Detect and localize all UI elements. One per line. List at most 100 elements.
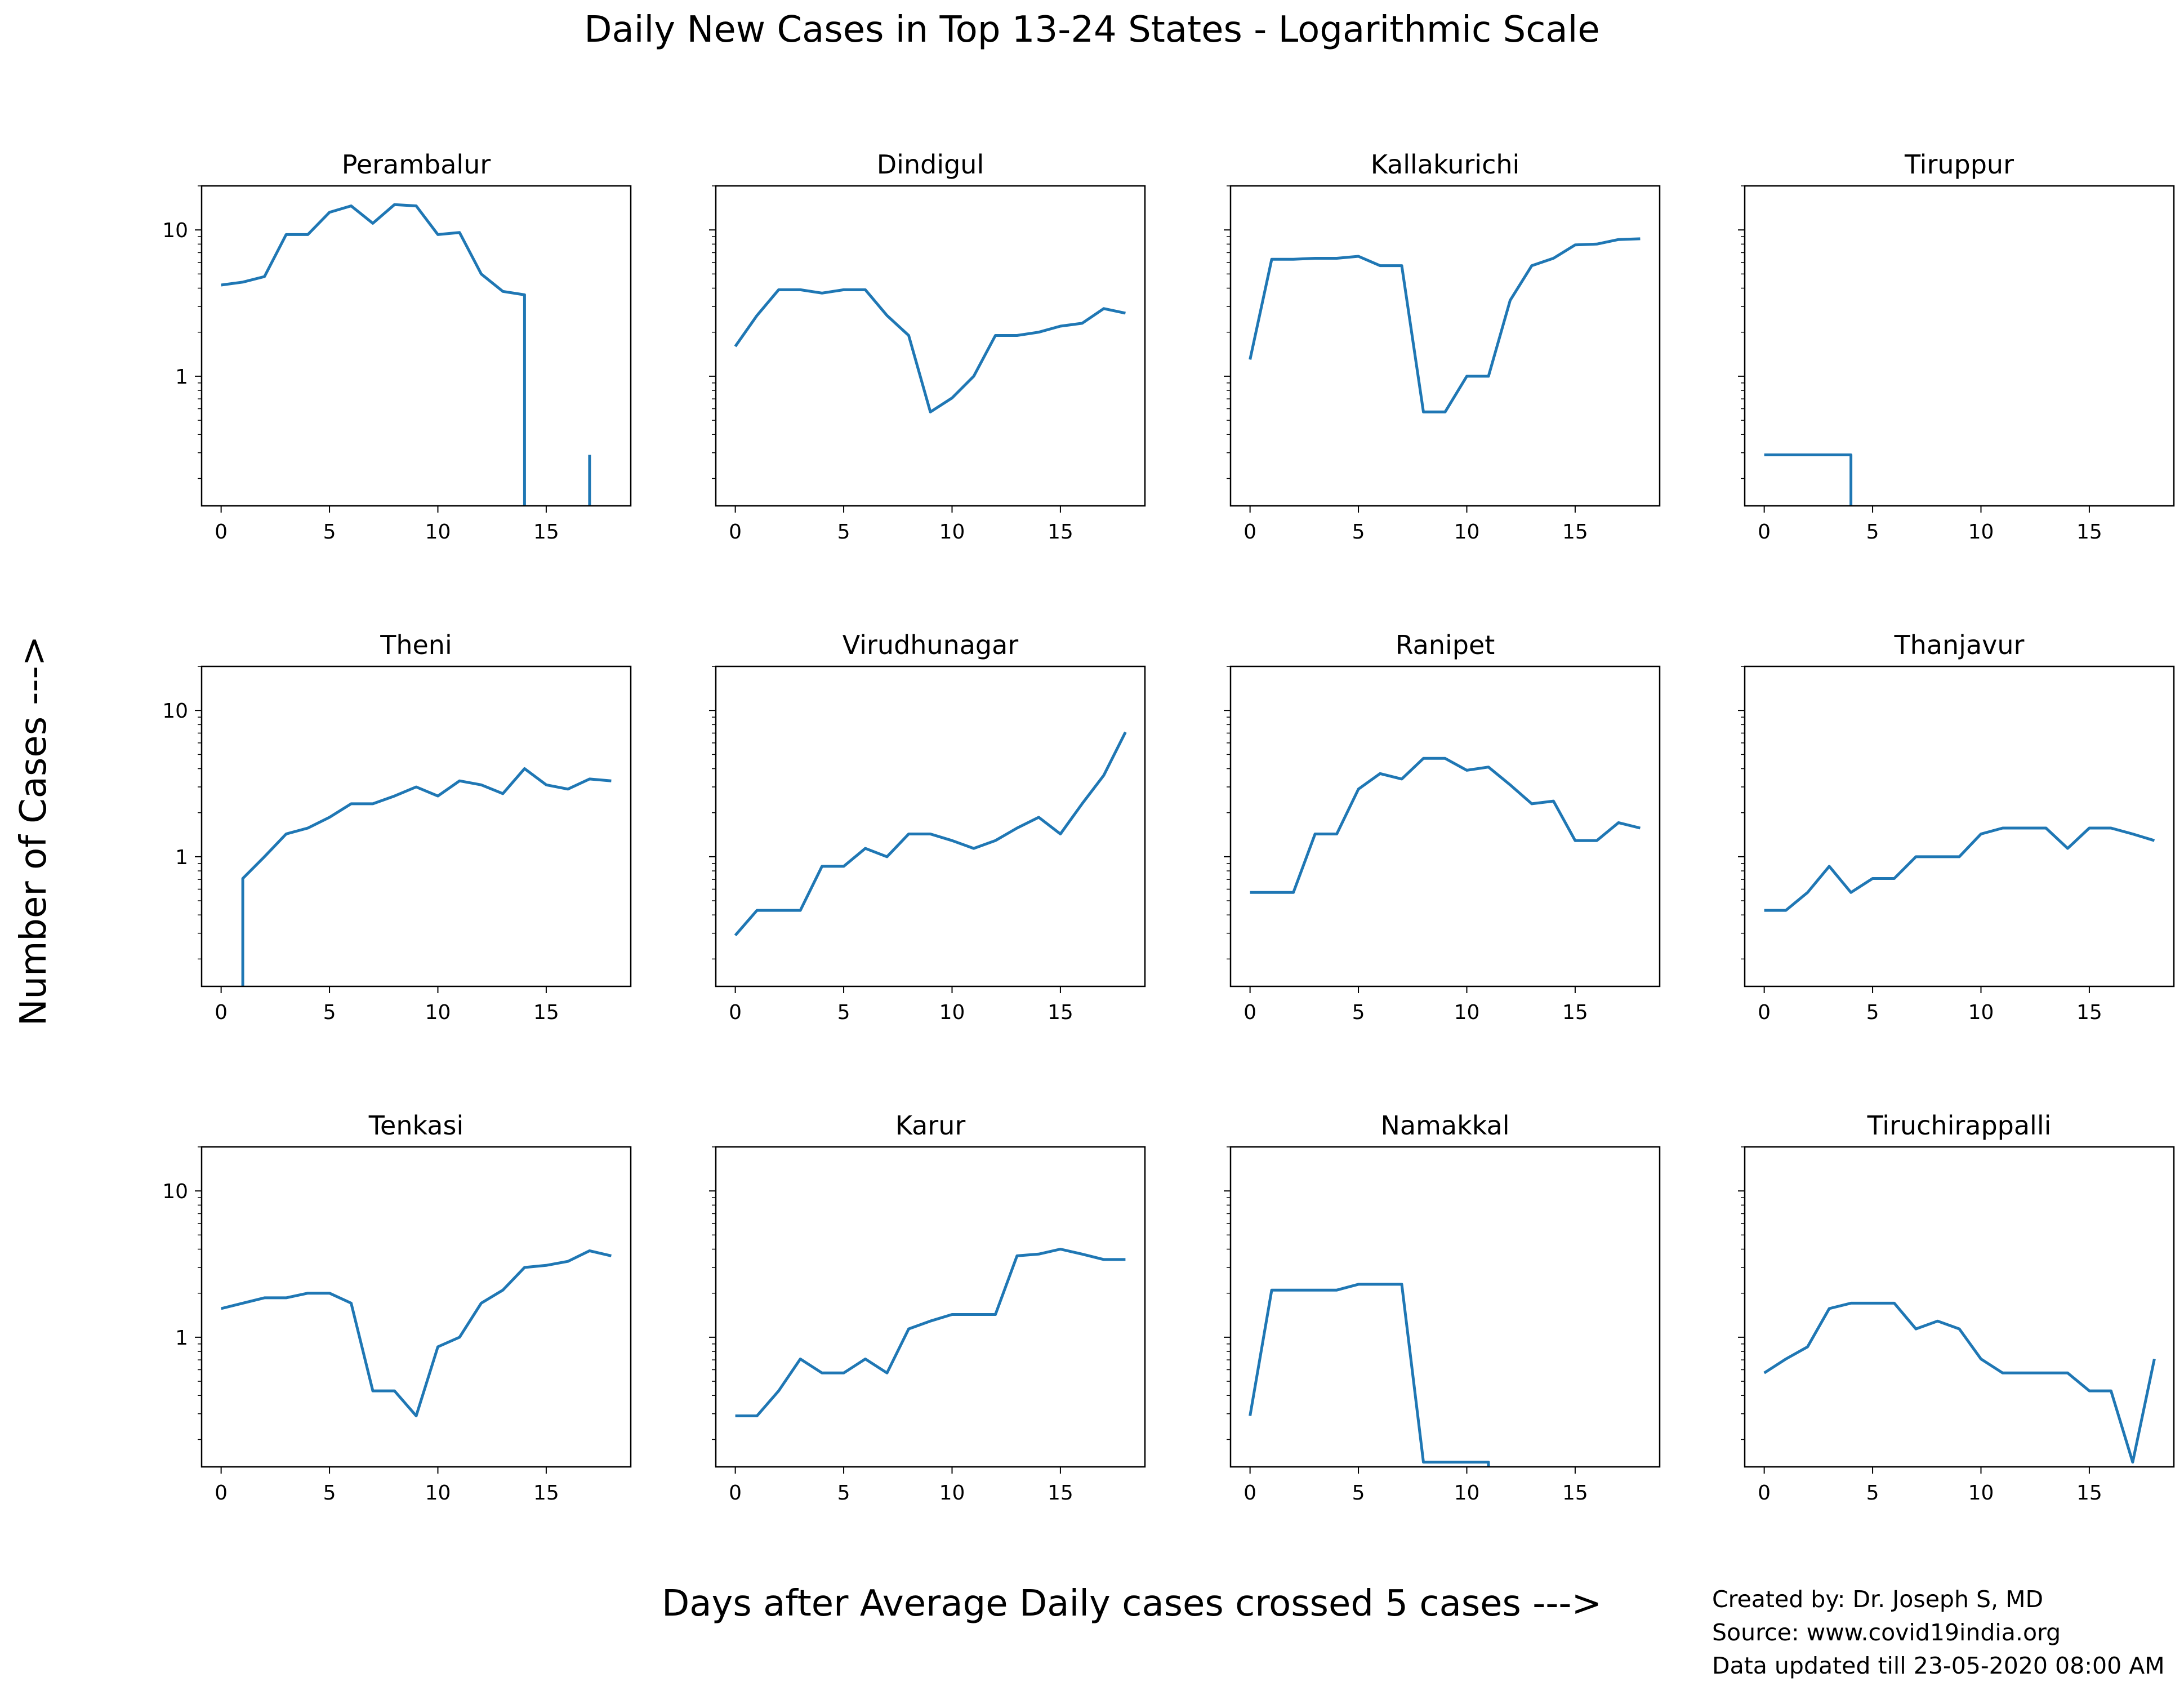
x-tick-label: 5 <box>837 1482 850 1505</box>
axes-frame <box>200 185 632 507</box>
series-line <box>1250 757 1641 894</box>
axes-frame <box>715 185 1146 507</box>
axes-frame <box>1229 1146 1661 1468</box>
x-tick-label: 0 <box>729 1001 742 1024</box>
x-tick-label: 0 <box>1243 520 1256 544</box>
y-tick-label: 1 <box>175 846 188 869</box>
x-tick-label: 10 <box>1968 520 1994 544</box>
x-tick-label: 15 <box>533 520 559 544</box>
axes-frame <box>1744 1146 2175 1468</box>
x-tick-label: 5 <box>323 1001 336 1024</box>
axes-frame <box>715 665 1146 987</box>
x-tick-label: 10 <box>1454 520 1480 544</box>
subplot-title: Virudhunagar <box>843 630 1019 660</box>
subplot: Ranipet 0 5 10 15 <box>1224 630 1661 1024</box>
series-line <box>1764 826 2155 912</box>
series-line <box>241 767 612 986</box>
subplot-title: Tiruchirappalli <box>1867 1110 2052 1141</box>
credit-author: Created by: Dr. Joseph S, MD <box>1712 1586 2044 1613</box>
subplot: Tiruppur 0 5 10 15 <box>1738 149 2175 544</box>
x-tick-label: 10 <box>1968 1001 1994 1024</box>
subplot: Perambalur 0 5 10 15 1 10 <box>162 149 632 544</box>
y-axis-label: Number of Cases ---> <box>13 635 55 1026</box>
credit-source: Source: www.covid19india.org <box>1712 1619 2061 1646</box>
x-tick-label: 10 <box>425 520 451 544</box>
x-tick-label: 5 <box>323 1482 336 1505</box>
subplot-title: Tenkasi <box>368 1110 464 1141</box>
x-tick-label: 0 <box>1758 520 1771 544</box>
series-line <box>734 731 1127 937</box>
x-tick-label: 0 <box>1243 1001 1256 1024</box>
x-tick-label: 10 <box>939 1001 965 1024</box>
subplot: Virudhunagar 0 5 10 15 <box>709 630 1146 1024</box>
x-tick-label: 15 <box>1562 520 1588 544</box>
y-tick-label: 10 <box>162 219 188 242</box>
x-tick-label: 15 <box>1048 520 1073 544</box>
x-tick-label: 10 <box>425 1001 451 1024</box>
credits-block: Created by: Dr. Joseph S, MD Source: www… <box>1712 1583 2165 1683</box>
series-line <box>1763 1301 2156 1464</box>
x-tick-label: 10 <box>1968 1482 1994 1505</box>
subplot-title: Kallakurichi <box>1371 149 1520 180</box>
x-tick-label: 15 <box>533 1001 559 1024</box>
x-tick-label: 0 <box>729 520 742 544</box>
x-tick-label: 15 <box>1048 1001 1073 1024</box>
x-tick-label: 0 <box>1758 1001 1771 1024</box>
figure-title: Daily New Cases in Top 13-24 States - Lo… <box>584 9 1600 51</box>
x-tick-label: 5 <box>1352 520 1365 544</box>
axes-frame <box>1744 665 2175 987</box>
subplot: Thanjavur 0 5 10 15 <box>1738 630 2175 1024</box>
x-tick-label: 5 <box>1352 1482 1365 1505</box>
subplot: Namakkal 0 5 10 15 <box>1224 1110 1661 1505</box>
series-line <box>734 288 1126 413</box>
x-tick-label: 0 <box>1758 1482 1771 1505</box>
subplot: Tiruchirappalli 0 5 10 15 <box>1738 1110 2175 1505</box>
x-tick-label: 10 <box>425 1482 451 1505</box>
subplot: Kallakurichi 0 5 10 15 <box>1224 149 1661 544</box>
x-tick-label: 5 <box>323 520 336 544</box>
y-tick-label: 1 <box>175 366 188 389</box>
series-line <box>221 203 591 506</box>
x-tick-label: 10 <box>939 1482 965 1505</box>
subplot-title: Dindigul <box>877 149 984 180</box>
x-axis-label: Days after Average Daily cases crossed 5… <box>662 1583 1602 1625</box>
subplot-title: Perambalur <box>342 149 491 180</box>
x-tick-label: 5 <box>1866 520 1879 544</box>
x-tick-label: 0 <box>729 1482 742 1505</box>
x-tick-label: 15 <box>2076 1482 2102 1505</box>
x-tick-label: 5 <box>1352 1001 1365 1024</box>
subplot: Dindigul 0 5 10 15 <box>709 149 1146 544</box>
credit-updated: Data updated till 23-05-2020 08:00 AM <box>1712 1652 2165 1679</box>
subplot-title: Karur <box>895 1110 966 1141</box>
axes-frame <box>200 665 632 987</box>
x-tick-label: 0 <box>215 1001 228 1024</box>
x-tick-label: 15 <box>1562 1001 1588 1024</box>
x-tick-label: 5 <box>1866 1001 1879 1024</box>
axes-frame <box>200 1146 632 1468</box>
axes-frame <box>1229 185 1661 507</box>
y-tick-label: 10 <box>162 1180 188 1203</box>
x-tick-label: 15 <box>1562 1482 1588 1505</box>
x-tick-label: 0 <box>215 1482 228 1505</box>
x-tick-label: 15 <box>533 1482 559 1505</box>
series-line <box>1249 1283 1490 1467</box>
subplot-title: Tiruppur <box>1904 149 2014 180</box>
x-tick-label: 5 <box>837 520 850 544</box>
x-tick-label: 5 <box>1866 1482 1879 1505</box>
x-tick-label: 5 <box>837 1001 850 1024</box>
subplot: Theni 0 5 10 15 1 10 <box>162 630 632 1024</box>
axes-frame <box>1744 185 2175 507</box>
x-tick-label: 15 <box>1048 1482 1073 1505</box>
series-line <box>1764 453 1853 506</box>
subplot-title: Namakkal <box>1380 1110 1509 1141</box>
axes-frame <box>1229 665 1661 987</box>
series-line <box>1249 237 1641 413</box>
subplot: Tenkasi 0 5 10 15 1 10 <box>162 1110 632 1505</box>
x-tick-label: 0 <box>215 520 228 544</box>
series-line <box>220 1249 612 1417</box>
x-tick-label: 15 <box>2076 1001 2102 1024</box>
subplot: Karur 0 5 10 15 <box>709 1110 1146 1505</box>
subplot-title: Ranipet <box>1396 630 1495 660</box>
